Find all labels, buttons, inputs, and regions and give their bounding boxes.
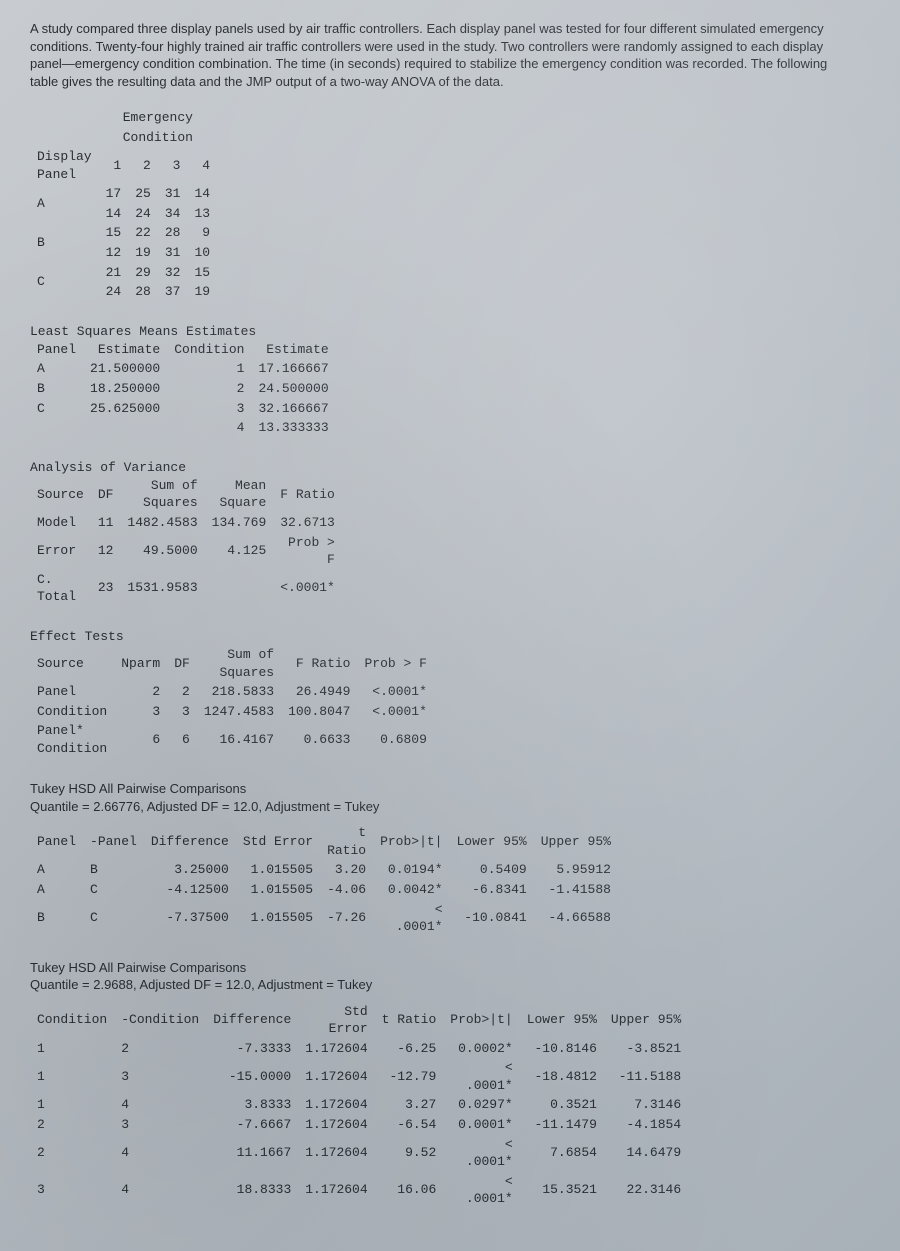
effect-tests-table: Effect Tests Source Nparm DF Sum of Squa… bbox=[30, 629, 870, 759]
tukey-panel-section: Tukey HSD All Pairwise Comparisons Quant… bbox=[30, 780, 870, 936]
tukey-condition-section: Tukey HSD All Pairwise Comparisons Quant… bbox=[30, 959, 870, 1209]
intro-paragraph: A study compared three display panels us… bbox=[30, 20, 850, 90]
lsm-table: Least Squares Means Estimates PanelEstim… bbox=[30, 324, 870, 438]
raw-data-table: Emergency Condition DisplayPanel 1234 A … bbox=[30, 108, 870, 301]
anova-table: Analysis of Variance Source DF Sum of Sq… bbox=[30, 460, 870, 607]
